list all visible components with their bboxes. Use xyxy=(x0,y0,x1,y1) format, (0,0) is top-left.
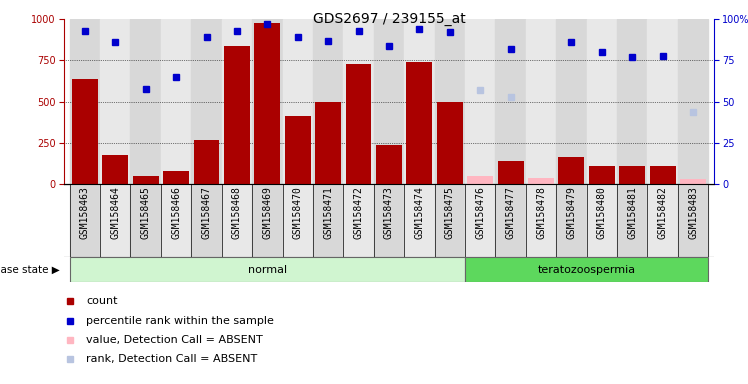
Bar xyxy=(72,79,98,184)
Bar xyxy=(465,19,495,184)
Bar xyxy=(252,19,283,184)
Text: GSM158480: GSM158480 xyxy=(597,187,607,239)
Text: disease state ▶: disease state ▶ xyxy=(0,265,60,275)
Text: percentile rank within the sample: percentile rank within the sample xyxy=(86,316,275,326)
Bar xyxy=(130,19,161,184)
Bar xyxy=(252,184,283,257)
Bar xyxy=(70,257,465,282)
Bar xyxy=(435,184,465,257)
Text: GSM158472: GSM158472 xyxy=(354,187,364,239)
Bar xyxy=(526,184,557,257)
Text: GSM158466: GSM158466 xyxy=(171,187,181,239)
Text: GDS2697 / 239155_at: GDS2697 / 239155_at xyxy=(313,12,465,25)
Bar xyxy=(70,19,100,184)
Text: value, Detection Call = ABSENT: value, Detection Call = ABSENT xyxy=(86,335,263,345)
Bar xyxy=(343,19,374,184)
Bar xyxy=(283,19,313,184)
Bar xyxy=(617,184,648,257)
Bar xyxy=(406,62,432,184)
Text: GSM158473: GSM158473 xyxy=(384,187,394,239)
Bar xyxy=(191,19,221,184)
Bar xyxy=(435,19,465,184)
Bar xyxy=(678,184,708,257)
Text: GSM158475: GSM158475 xyxy=(445,187,455,239)
Text: GSM158476: GSM158476 xyxy=(475,187,485,239)
Bar xyxy=(586,184,617,257)
Text: GSM158481: GSM158481 xyxy=(628,187,637,239)
Text: teratozoospermia: teratozoospermia xyxy=(538,265,636,275)
Bar xyxy=(617,19,648,184)
Bar xyxy=(559,157,584,184)
Bar xyxy=(650,166,675,184)
Bar xyxy=(495,19,526,184)
Bar xyxy=(283,184,313,257)
Text: normal: normal xyxy=(248,265,287,275)
Text: GSM158478: GSM158478 xyxy=(536,187,546,239)
Bar xyxy=(495,184,526,257)
Text: rank, Detection Call = ABSENT: rank, Detection Call = ABSENT xyxy=(86,354,257,364)
Bar xyxy=(343,184,374,257)
Bar xyxy=(497,161,524,184)
Text: GSM158471: GSM158471 xyxy=(323,187,333,239)
Bar xyxy=(468,176,493,184)
Bar xyxy=(313,184,343,257)
Text: GSM158468: GSM158468 xyxy=(232,187,242,239)
Bar xyxy=(557,184,586,257)
Text: GSM158483: GSM158483 xyxy=(688,187,698,239)
Bar xyxy=(586,19,617,184)
Bar xyxy=(100,184,130,257)
Bar xyxy=(619,166,646,184)
Bar xyxy=(254,23,280,184)
Bar xyxy=(221,19,252,184)
Bar xyxy=(404,19,435,184)
Bar xyxy=(465,184,495,257)
Bar xyxy=(557,19,586,184)
Bar xyxy=(374,184,404,257)
Text: GSM158469: GSM158469 xyxy=(263,187,272,239)
Bar xyxy=(161,184,191,257)
Text: GSM158482: GSM158482 xyxy=(657,187,668,239)
Bar xyxy=(102,156,128,184)
Bar xyxy=(224,46,250,184)
Bar xyxy=(194,140,219,184)
Bar xyxy=(437,102,463,184)
Bar xyxy=(648,184,678,257)
Bar xyxy=(346,64,372,184)
Bar xyxy=(163,171,189,184)
Bar xyxy=(130,184,161,257)
Bar xyxy=(315,102,341,184)
Text: count: count xyxy=(86,296,118,306)
Text: GSM158465: GSM158465 xyxy=(141,187,150,239)
Bar xyxy=(404,184,435,257)
Text: GSM158464: GSM158464 xyxy=(110,187,120,239)
Bar xyxy=(221,184,252,257)
Bar xyxy=(132,176,159,184)
Text: GSM158467: GSM158467 xyxy=(201,187,212,239)
Bar xyxy=(680,179,706,184)
Text: GSM158470: GSM158470 xyxy=(292,187,303,239)
Text: GSM158477: GSM158477 xyxy=(506,187,515,239)
Text: GSM158479: GSM158479 xyxy=(566,187,577,239)
Bar xyxy=(161,19,191,184)
Bar xyxy=(374,19,404,184)
Bar xyxy=(285,116,310,184)
Bar xyxy=(313,19,343,184)
Bar xyxy=(528,178,554,184)
Text: GSM158474: GSM158474 xyxy=(414,187,424,239)
Bar xyxy=(100,19,130,184)
Bar xyxy=(191,184,221,257)
Text: GSM158463: GSM158463 xyxy=(80,187,90,239)
Bar xyxy=(465,257,708,282)
Bar xyxy=(589,166,615,184)
Bar xyxy=(648,19,678,184)
Bar xyxy=(678,19,708,184)
Bar xyxy=(70,184,100,257)
Bar xyxy=(376,145,402,184)
Bar xyxy=(526,19,557,184)
